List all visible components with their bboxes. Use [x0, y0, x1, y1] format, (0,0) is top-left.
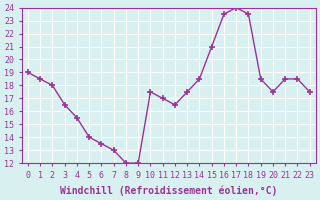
X-axis label: Windchill (Refroidissement éolien,°C): Windchill (Refroidissement éolien,°C) [60, 185, 277, 196]
